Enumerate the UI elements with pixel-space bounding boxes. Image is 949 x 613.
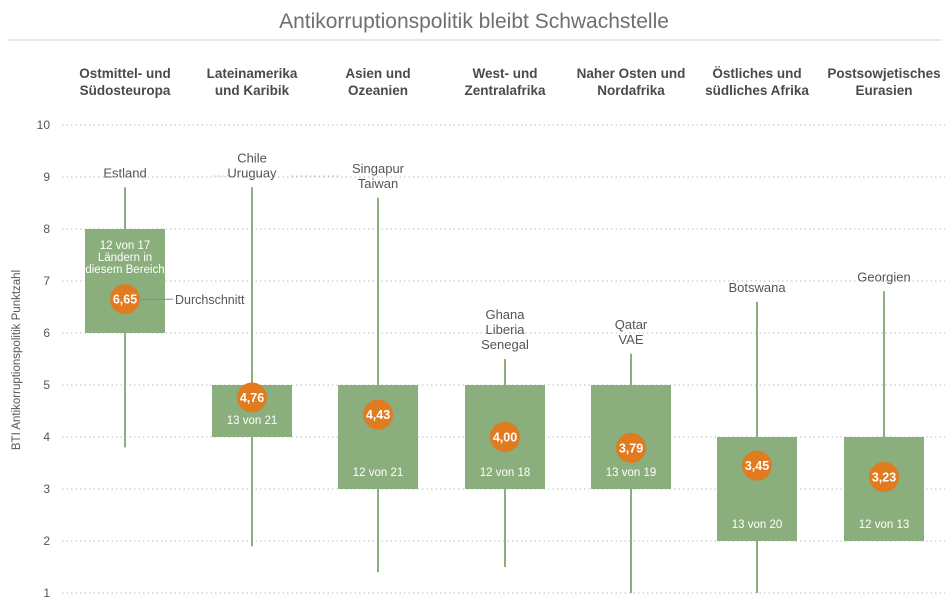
y-tick-label: 4 xyxy=(43,430,50,444)
mean-marker xyxy=(110,284,140,315)
count-label: 13 von 19 xyxy=(606,467,657,479)
y-tick-label: 6 xyxy=(43,326,50,340)
count-label: 12 von 17 xyxy=(100,240,151,252)
top-country-label: Ghana xyxy=(485,307,525,322)
mean-marker xyxy=(363,399,393,430)
region-label: Ostmittel- und xyxy=(79,66,171,81)
region-label: Zentralafrika xyxy=(464,83,546,98)
grid-lines xyxy=(62,124,945,594)
region-label: und Karibik xyxy=(215,83,290,98)
count-label: 13 von 21 xyxy=(227,415,278,427)
region-label: West- und xyxy=(473,66,538,81)
y-tick-label: 3 xyxy=(43,482,50,496)
top-country-label: Liberia xyxy=(485,322,525,337)
y-tick-label: 1 xyxy=(43,586,50,600)
count-label: diesem Bereich xyxy=(85,264,164,276)
top-country-label: Uruguay xyxy=(227,165,277,180)
top-country-label: Taiwan xyxy=(358,176,398,191)
y-tick-label: 7 xyxy=(43,274,50,288)
count-label: Ländern in xyxy=(98,252,152,264)
top-country-label: Botswana xyxy=(728,280,786,295)
plot-area: Ostmittel- und Südosteuropa Estland 12 von … xyxy=(79,66,941,593)
mean-marker xyxy=(869,462,899,493)
mean-value-label: 6,65 xyxy=(113,293,137,307)
y-axis-label: BTI Antikorruptionspolitik Punktzahl xyxy=(11,270,23,450)
region-label: Naher Osten und xyxy=(577,66,686,81)
mean-value-label: 4,43 xyxy=(366,408,390,422)
region-label: Lateinamerika xyxy=(207,66,298,81)
region-group: Ostmittel- und Südosteuropa Estland 12 von … xyxy=(79,66,245,448)
top-country-label: Qatar xyxy=(615,317,648,332)
mean-marker xyxy=(237,382,267,413)
region-label: Südosteuropa xyxy=(80,83,171,98)
region-label: Ozeanien xyxy=(348,83,408,98)
region-label: Postsowjetisches xyxy=(827,66,940,81)
count-label: 12 von 13 xyxy=(859,519,910,531)
y-tick-label: 9 xyxy=(43,170,50,184)
count-label: 13 von 20 xyxy=(732,519,783,531)
region-group: Postsowjetisches Eurasien Georgien 12 von 1… xyxy=(827,66,941,541)
iqr-box xyxy=(85,229,165,333)
chart-title: Antikorruptionspolitik bleibt Schwachste… xyxy=(279,10,669,33)
region-label: Nordafrika xyxy=(597,83,665,98)
mean-marker xyxy=(742,450,772,481)
mean-marker xyxy=(616,432,646,463)
top-country-label: Senegal xyxy=(481,337,529,352)
mean-value-label: 4,76 xyxy=(240,391,264,405)
region-group: West- und Zentralafrika GhanaLiberiaSenega… xyxy=(464,66,546,567)
y-tick-label: 8 xyxy=(43,222,50,236)
mean-value-label: 4,00 xyxy=(493,431,517,445)
y-tick-label: 2 xyxy=(43,534,50,548)
count-label: 12 von 21 xyxy=(353,467,404,479)
region-label: Östliches und xyxy=(712,66,801,81)
mean-legend-label: Durchschnitt xyxy=(175,293,245,307)
y-tick-label: 10 xyxy=(37,118,51,132)
mean-marker xyxy=(490,422,520,452)
top-country-label: Chile xyxy=(237,150,267,165)
top-country-label: VAE xyxy=(618,332,643,347)
mean-value-label: 3,23 xyxy=(872,471,896,485)
y-tick-labels: 1 2 3 4 5 6 7 8 9 10 xyxy=(37,118,51,600)
mean-value-label: 3,79 xyxy=(619,441,643,455)
top-country-label: Georgien xyxy=(857,269,910,284)
y-tick-label: 5 xyxy=(43,378,50,392)
mean-value-label: 3,45 xyxy=(745,459,769,473)
region-label: Eurasien xyxy=(855,83,912,98)
top-country-label: Singapur xyxy=(352,161,405,176)
count-label: 12 von 18 xyxy=(480,467,531,479)
region-group: Östliches und südliches Afrika Botswana 13 … xyxy=(705,66,809,593)
top-country-label: Estland xyxy=(103,165,146,180)
region-label: südliches Afrika xyxy=(705,83,809,98)
region-label: Asien und xyxy=(345,66,410,81)
